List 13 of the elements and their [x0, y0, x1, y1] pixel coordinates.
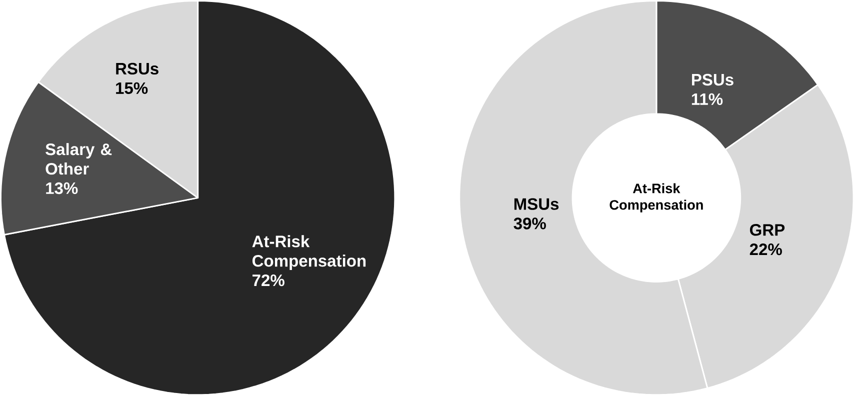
slice-label: PSUs: [692, 74, 734, 86]
slice-label: Salary & Other: [46, 143, 112, 175]
data-label: 13%: [46, 182, 78, 194]
slice-label: GRP: [750, 224, 785, 236]
slice-label: MSUs: [514, 198, 559, 210]
data-label: 39%: [514, 218, 546, 230]
data-label: 22%: [750, 244, 782, 256]
slice-label: At-Risk Compensation: [252, 235, 366, 270]
data-label: 72%: [252, 274, 284, 286]
slice-label: RSUs: [116, 63, 158, 75]
text: At-Risk Compensation: [610, 183, 703, 213]
data-label: 11%: [692, 94, 723, 106]
data-label: 15%: [116, 82, 148, 94]
